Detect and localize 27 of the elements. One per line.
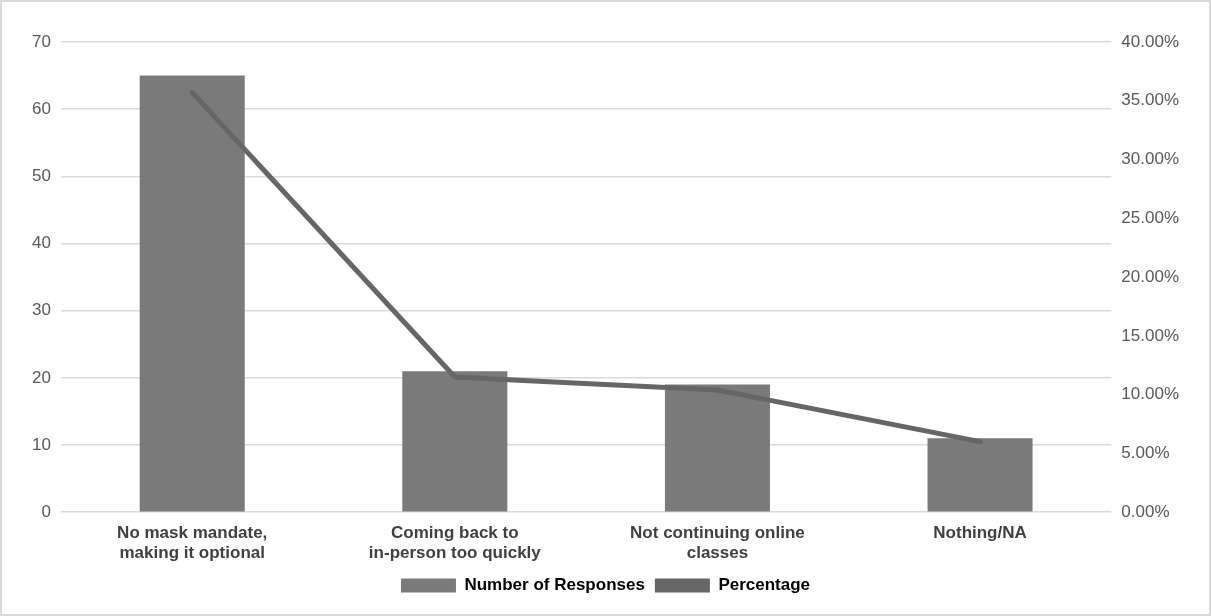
- legend-label: Number of Responses: [464, 575, 645, 595]
- y-tick-label: 50: [31, 166, 51, 186]
- x-tick-label: Coming back to in-person too quickly: [368, 523, 542, 563]
- y2-tick-label: 25.00%: [1121, 208, 1180, 228]
- y2-tick-label: 15.00%: [1121, 325, 1180, 345]
- legend-label: Percentage: [718, 575, 811, 595]
- y-tick-label: 10: [31, 434, 51, 454]
- y2-tick-label: 40.00%: [1121, 31, 1180, 51]
- y2-tick-label: 0.00%: [1121, 501, 1170, 521]
- y-tick-label: 70: [31, 31, 51, 51]
- y2-tick-label: 10.00%: [1121, 384, 1180, 404]
- y2-tick-label: 20.00%: [1121, 266, 1180, 286]
- bar: [402, 371, 508, 512]
- y-tick-label: 40: [31, 233, 51, 253]
- x-tick-label: Nothing/NA: [933, 523, 1027, 543]
- y2-tick-label: 35.00%: [1121, 90, 1180, 110]
- bar: [664, 384, 770, 512]
- y-tick-label: 30: [31, 300, 51, 320]
- bar: [927, 438, 1033, 512]
- x-tick-label: Not continuing online classes: [630, 523, 805, 563]
- y2-tick-label: 30.00%: [1121, 149, 1180, 169]
- x-tick-label: No mask mandate, making it optional: [117, 523, 268, 563]
- y-tick-label: 60: [31, 98, 51, 118]
- y2-tick-label: 5.00%: [1121, 443, 1170, 463]
- y-tick-label: 20: [31, 367, 51, 387]
- bar: [139, 75, 245, 512]
- y-tick-label: 0: [41, 501, 51, 521]
